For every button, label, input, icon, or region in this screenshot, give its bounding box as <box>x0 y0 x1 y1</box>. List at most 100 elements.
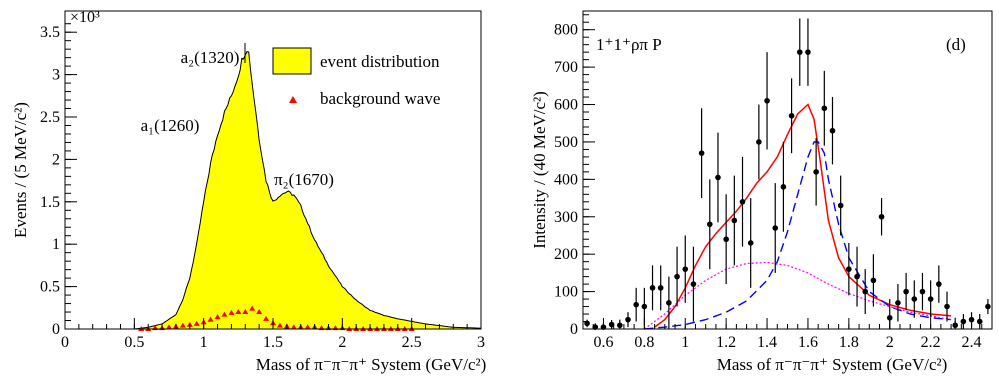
data-marker <box>886 314 893 321</box>
fit-curves <box>644 103 952 330</box>
data-point <box>706 179 713 270</box>
right-x-tick-label: 1.2 <box>716 334 736 351</box>
left-x-tick-label: 2.5 <box>402 334 422 351</box>
background-wave-point <box>214 314 221 320</box>
data-point <box>674 246 680 307</box>
data-marker <box>878 213 885 220</box>
data-point <box>805 18 811 86</box>
right-x-tick-label: 1.8 <box>839 334 859 351</box>
left-y-tick-label: 2 <box>52 151 60 168</box>
data-marker <box>690 281 697 287</box>
left-x-tick-label: 0 <box>61 334 69 351</box>
left-x-tick-label: 1.5 <box>263 334 283 351</box>
legend-swatch-event-distribution <box>272 47 312 75</box>
data-marker <box>985 303 991 310</box>
background-curve <box>644 261 952 330</box>
data-marker <box>747 240 754 246</box>
right-x-tick-label: 2.2 <box>921 334 941 351</box>
data-marker <box>649 285 656 291</box>
right-x-tick-label: 1 <box>681 334 689 351</box>
data-marker <box>674 273 680 280</box>
data-point <box>764 52 770 150</box>
data-marker <box>756 139 762 145</box>
data-marker <box>870 277 877 284</box>
right-panel: 0.6 0.8 1 1.2 1.4 1.6 1.8 2 2.2 2.4 0 100 200 300 400 5… <box>530 10 993 374</box>
right-x-tick-label: 2.4 <box>962 334 982 351</box>
data-point <box>666 276 672 329</box>
data-marker <box>764 97 770 104</box>
data-marker <box>788 112 795 119</box>
data-point <box>796 18 803 86</box>
data-marker <box>731 217 738 224</box>
data-marker <box>919 288 926 295</box>
data-point <box>657 265 664 311</box>
right-y-tick-label: 300 <box>554 209 578 226</box>
data-marker <box>715 174 721 181</box>
data-point <box>911 280 918 318</box>
right-y-tick-label: 600 <box>554 97 578 114</box>
data-point <box>903 272 909 311</box>
data-marker <box>862 288 869 295</box>
data-point <box>919 272 926 311</box>
right-axis-ticks: 0.6 0.8 1 1.2 1.4 1.6 1.8 2 2.2 2.4 0 100 200 300 400 5… <box>554 14 993 351</box>
wave-label: 1⁺1⁺ρπ P <box>596 35 662 54</box>
background-wave-point <box>290 324 297 330</box>
legend-label-event-distribution: event distribution <box>320 52 440 71</box>
data-marker <box>796 49 803 55</box>
legend-marker-background-wave <box>289 96 297 103</box>
data-point <box>780 141 787 232</box>
data-marker <box>682 266 689 272</box>
background-wave-point <box>242 309 249 315</box>
data-marker <box>805 49 811 55</box>
data-point <box>756 104 762 180</box>
right-y-tick-label: 500 <box>554 134 578 151</box>
background-wave-point <box>179 322 186 328</box>
right-x-tick-label: 0.6 <box>593 334 613 351</box>
data-marker <box>641 303 648 310</box>
left-x-axis-label: Mass of π⁻π⁻π⁺ System (GeV/c²) <box>256 355 487 374</box>
data-marker <box>854 273 860 280</box>
left-x-tick-label: 2 <box>338 334 346 351</box>
annotation-pi2-1670: π₂(1670) <box>274 170 334 189</box>
data-marker <box>846 266 852 272</box>
data-marker <box>837 202 844 209</box>
data-point <box>944 291 950 322</box>
right-y-tick-label: 700 <box>554 59 578 76</box>
data-point <box>715 132 721 223</box>
data-point <box>976 314 983 329</box>
left-x-tick-label: 0.5 <box>124 334 144 351</box>
left-y-tick-label: 3 <box>52 67 60 84</box>
right-y-tick-label: 400 <box>554 171 578 188</box>
data-point <box>739 156 746 247</box>
background-wave-point <box>235 309 242 315</box>
background-wave-point <box>221 311 228 317</box>
panel-tag: (d) <box>946 35 966 54</box>
legend-label-background-wave: background wave <box>320 89 440 108</box>
data-marker <box>911 296 918 302</box>
background-wave-point <box>166 324 172 330</box>
left-x-tick-label: 3 <box>477 334 485 351</box>
data-point <box>723 194 729 285</box>
data-marker <box>625 316 631 323</box>
data-marker <box>657 285 664 291</box>
data-point <box>960 314 967 329</box>
data-point <box>870 254 877 307</box>
data-marker <box>706 221 713 228</box>
left-y-tick-label: 3.5 <box>40 24 60 41</box>
background-wave-point <box>276 322 283 328</box>
data-point <box>854 246 860 307</box>
data-marker <box>772 225 779 231</box>
left-y-multiplier: ×10³ <box>70 9 100 26</box>
event-distribution-histogram <box>134 51 482 330</box>
data-marker <box>829 127 836 134</box>
data-marker <box>927 296 934 302</box>
data-point <box>829 97 836 165</box>
right-y-tick-label: 200 <box>554 246 578 263</box>
data-marker <box>936 281 942 287</box>
resonance-curve <box>644 141 952 330</box>
data-marker <box>698 150 705 156</box>
background-wave-point <box>256 309 263 315</box>
right-y-tick-label: 800 <box>554 22 578 39</box>
left-y-tick-label: 0 <box>52 321 60 338</box>
data-marker <box>780 184 787 190</box>
